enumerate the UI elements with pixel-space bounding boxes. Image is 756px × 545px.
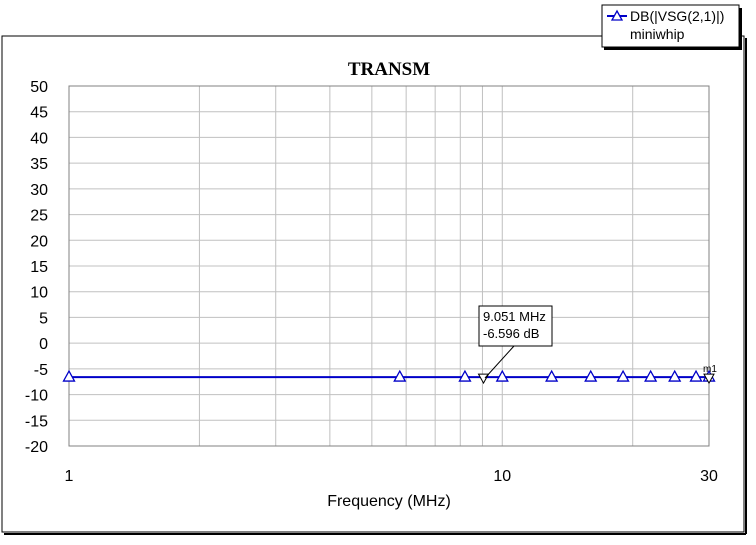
series-point bbox=[668, 369, 682, 382]
marker-annotation[interactable]: 9.051 MHz -6.596 dB bbox=[478, 305, 553, 379]
legend-box bbox=[601, 4, 740, 48]
marker-point[interactable] bbox=[703, 373, 715, 385]
series-point bbox=[495, 369, 509, 382]
chart-title: TRANSM bbox=[348, 59, 430, 80]
y-tick-label: 45 bbox=[30, 105, 48, 122]
series-layer bbox=[62, 369, 716, 385]
legend-triangle-icon bbox=[610, 9, 624, 21]
y-tick-label: 15 bbox=[30, 259, 48, 276]
y-tick-label: 50 bbox=[30, 79, 48, 96]
y-tick-label: -15 bbox=[25, 413, 48, 430]
x-axis-label: Frequency (MHz) bbox=[327, 493, 451, 510]
x-tick-label: 1 bbox=[65, 468, 74, 485]
marker-label-frequency: 9.051 MHz bbox=[483, 309, 546, 324]
y-tick-label: 30 bbox=[30, 182, 48, 199]
y-tick-label: 10 bbox=[30, 285, 48, 302]
legend-series-label: DB(|VSG(2,1)|) bbox=[630, 8, 724, 24]
series-point bbox=[545, 369, 559, 382]
x-tick-label: 30 bbox=[700, 468, 718, 485]
series-point bbox=[616, 369, 630, 382]
legend-source-label: miniwhip bbox=[630, 26, 685, 42]
y-tick-label: 25 bbox=[30, 208, 48, 225]
x-tick-label: 10 bbox=[493, 468, 511, 485]
y-tick-label: 35 bbox=[30, 156, 48, 173]
plot-border bbox=[68, 85, 710, 447]
y-tick-label: 5 bbox=[39, 310, 48, 327]
legend[interactable]: DB(|VSG(2,1)|) miniwhip bbox=[601, 4, 742, 50]
series-point bbox=[62, 369, 76, 382]
y-tick-label: -5 bbox=[34, 362, 48, 379]
x-tick-labels: 1 10 30 bbox=[65, 468, 718, 485]
series-point bbox=[689, 369, 703, 382]
marker-leader-line bbox=[484, 345, 515, 379]
series-point bbox=[458, 369, 472, 382]
marker-label-value: -6.596 dB bbox=[483, 326, 539, 341]
y-tick-label: -20 bbox=[25, 439, 48, 456]
y-tick-label: -10 bbox=[25, 388, 48, 405]
series-point bbox=[584, 369, 598, 382]
y-tick-label: 0 bbox=[39, 336, 48, 353]
marker-label-box bbox=[478, 305, 553, 347]
series-point bbox=[644, 369, 658, 382]
series-point bbox=[393, 369, 407, 382]
end-marker-label: m1 bbox=[703, 364, 717, 375]
y-tick-label: 20 bbox=[30, 233, 48, 250]
y-tick-label: 40 bbox=[30, 130, 48, 147]
